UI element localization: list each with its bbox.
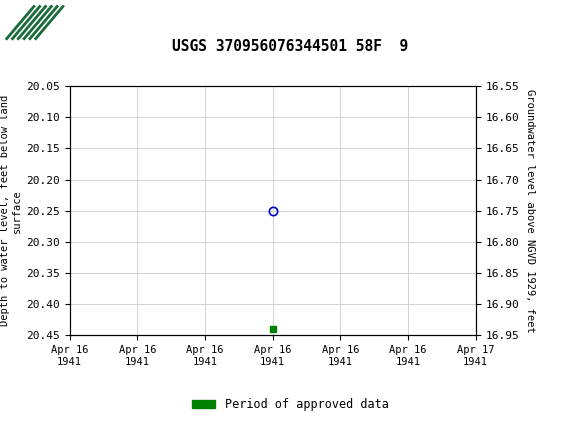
Bar xyxy=(6,6,64,40)
Text: USGS 370956076344501 58F  9: USGS 370956076344501 58F 9 xyxy=(172,39,408,54)
Y-axis label: Depth to water level, feet below land
surface: Depth to water level, feet below land su… xyxy=(1,95,22,326)
Text: USGS: USGS xyxy=(70,14,125,31)
Y-axis label: Groundwater level above NGVD 1929, feet: Groundwater level above NGVD 1929, feet xyxy=(525,89,535,332)
Legend: Period of approved data: Period of approved data xyxy=(187,393,393,415)
